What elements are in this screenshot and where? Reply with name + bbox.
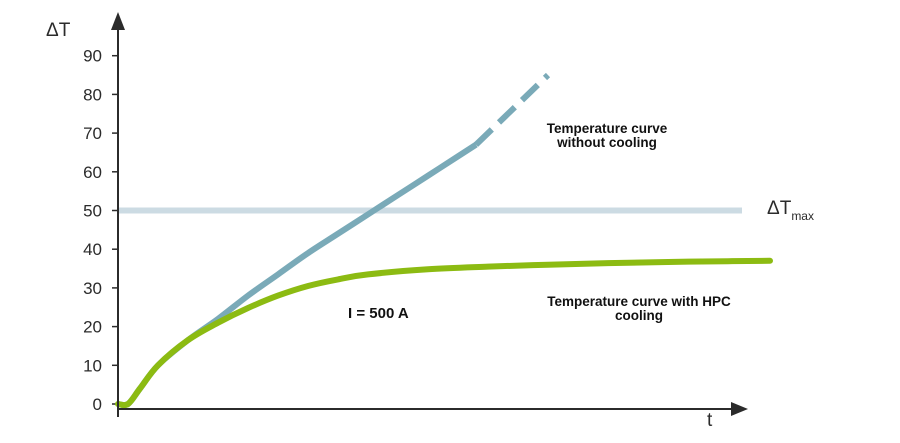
y-tick-label: 40 [83,240,102,259]
current-annotation: I = 500 A [348,305,409,322]
y-axis-ticks: 0 10 20 30 40 50 60 70 80 90 [83,47,118,414]
y-tick-label: 70 [83,124,102,143]
series-line-without-cooling-dashed [473,72,551,147]
series-line-with-hpc-cooling [115,257,773,409]
y-tick-label: 30 [83,279,102,298]
legend-with-hpc-cooling-line1: Temperature curve with HPC [547,294,731,309]
y-tick-label: 80 [83,85,102,104]
threshold-label-sub: max [791,209,814,223]
y-tick-label: 10 [83,356,102,375]
legend-without-cooling-line2: without cooling [556,135,657,150]
y-tick-label: 60 [83,163,102,182]
legend-with-hpc-cooling-line2: cooling [615,308,663,323]
x-axis-arrow-icon [731,402,748,416]
x-axis-label: t [707,410,713,431]
y-tick-label: 0 [93,395,102,414]
y-tick-label: 50 [83,202,102,221]
y-axis-label: ΔT [46,20,71,41]
legend-without-cooling-line1: Temperature curve [547,121,668,136]
y-tick-label: 20 [83,318,102,337]
y-axis-arrow-icon [111,12,125,30]
threshold-label: ΔTmax [767,198,814,223]
series-line-without-cooling [117,142,478,409]
threshold-label-main: ΔT [767,198,792,219]
y-tick-label: 90 [83,47,102,66]
